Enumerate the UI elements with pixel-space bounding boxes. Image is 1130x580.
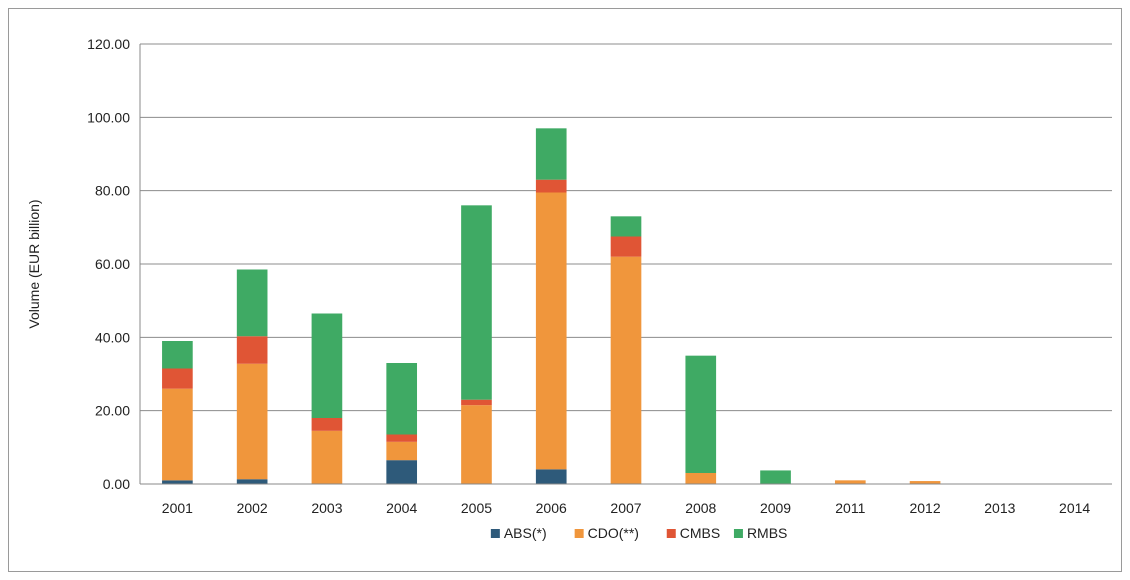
y-tick-label: 100.00: [87, 109, 130, 125]
bar-cmbs-2002: [236, 336, 268, 364]
legend-label: CMBS: [680, 525, 720, 541]
bar-cdo-2008: [685, 473, 717, 484]
x-tick-label: 2001: [162, 500, 193, 516]
bar-rmbs-2005: [461, 205, 492, 400]
y-tick-labels: 0.00 20.00 40.00 60.00 80.00 100.00 120.00: [87, 36, 130, 492]
x-tick-label: 2014: [1059, 500, 1090, 516]
x-tick-label: 2002: [237, 500, 268, 516]
stacked-bar-chart: 0.00 20.00 40.00 60.00 80.00 100.00 120.00 200…: [26, 36, 1112, 541]
bar-rmbs-2001: [162, 341, 193, 369]
bar-rmbs-2006: [535, 128, 567, 180]
legend-swatch-abs: [490, 529, 500, 538]
legend-swatch-rmbs: [733, 529, 743, 538]
bar-abs-2002: [236, 479, 268, 484]
bar-cmbs-2004: [386, 434, 418, 442]
x-tick-labels: 2001 2002 2003 2004 2005 2006 2007 2008 2009 2011…: [162, 500, 1091, 516]
x-tick-label: 2009: [760, 500, 791, 516]
x-tick-label: 2013: [984, 500, 1015, 516]
legend-label: ABS(*): [504, 525, 547, 541]
x-tick-label: 2003: [311, 500, 342, 516]
bar-rmbs-2002: [236, 269, 268, 337]
bar-rmbs-2003: [311, 313, 343, 418]
y-tick-label: 80.00: [95, 183, 130, 199]
chart-frame: 0.00 20.00 40.00 60.00 80.00 100.00 120.00 200…: [8, 8, 1122, 572]
bar-cdo-2012: [909, 481, 941, 484]
x-tick-label: 2004: [386, 500, 417, 516]
x-tick-label: 2006: [536, 500, 567, 516]
bar-cmbs-2006: [535, 179, 567, 193]
legend-swatch-cdo: [574, 529, 584, 538]
y-axis-title: Volume (EUR billion): [26, 199, 42, 328]
bars: [162, 128, 941, 484]
bar-cdo-2001: [162, 388, 193, 481]
bar-cdo-2004: [386, 441, 418, 461]
x-tick-label: 2005: [461, 500, 492, 516]
legend-label: RMBS: [747, 525, 787, 541]
y-tick-label: 120.00: [87, 36, 130, 52]
x-tick-label: 2007: [610, 500, 641, 516]
bar-rmbs-2008: [685, 355, 717, 473]
y-tick-label: 40.00: [95, 329, 130, 345]
bar-cmbs-2005: [461, 399, 492, 406]
x-tick-label: 2008: [685, 500, 716, 516]
bar-abs-2001: [162, 480, 193, 484]
bar-rmbs-2007: [610, 216, 642, 237]
bar-cdo-2003: [311, 430, 343, 484]
x-tick-label: 2012: [909, 500, 940, 516]
bar-cdo-2007: [610, 256, 642, 484]
y-tick-label: 60.00: [95, 256, 130, 272]
legend-label: CDO(**): [588, 525, 639, 541]
bar-cdo-2002: [236, 363, 268, 480]
bar-cmbs-2001: [162, 368, 193, 389]
bar-rmbs-2009: [760, 470, 791, 484]
legend: ABS(*) CDO(**) CMBS RMBS: [490, 525, 787, 541]
bar-cdo-2005: [461, 405, 492, 484]
x-tick-label: 2011: [835, 500, 865, 516]
y-tick-label: 20.00: [95, 403, 130, 419]
legend-swatch-cmbs: [666, 529, 676, 538]
bar-cmbs-2007: [610, 236, 642, 257]
y-tick-label: 0.00: [103, 476, 130, 492]
bar-cdo-2011: [834, 480, 866, 484]
bar-rmbs-2004: [386, 363, 418, 435]
bar-abs-2004: [386, 460, 418, 484]
bar-abs-2006: [535, 469, 567, 484]
bar-cdo-2006: [535, 192, 567, 470]
bar-cmbs-2003: [311, 418, 343, 431]
